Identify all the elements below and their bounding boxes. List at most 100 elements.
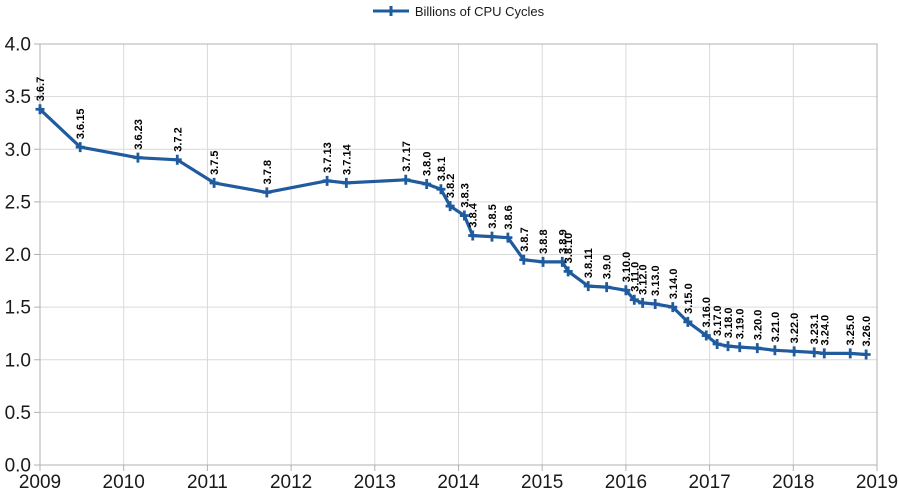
legend-label: Billions of CPU Cycles [414,3,545,19]
data-point-marker [819,348,829,359]
data-point-marker [459,210,469,221]
data-point-label: 3.17.0 [712,305,724,336]
data-point-label: 3.16.0 [701,297,713,328]
y-tick-label: 0.0 [5,456,31,477]
data-point-marker [638,297,648,308]
data-point-label: 3.20.0 [752,310,764,341]
data-point-label: 3.8.8 [538,229,550,253]
data-point-marker [650,298,660,309]
data-point-label: 3.19.0 [735,309,747,340]
data-point-marker [487,231,497,242]
data-point-marker [712,338,722,349]
data-point-marker [789,346,799,357]
data-point-label: 3.7.17 [401,141,413,172]
data-point-label: 3.8.10 [563,233,575,264]
data-point-label: 3.21.0 [770,312,782,343]
data-point-marker [770,345,780,356]
data-point-label: 3.6.7 [35,77,47,101]
data-point-label: 3.23.1 [809,314,821,345]
data-point-label: 3.12.0 [638,264,650,295]
data-point-marker [861,349,871,360]
data-point-label: 3.6.23 [133,119,145,150]
data-point-marker [35,104,45,115]
x-tick-label: 2013 [354,472,396,493]
data-point-label: 3.13.0 [650,265,662,296]
data-point-marker [436,184,446,195]
x-tick-label: 2012 [270,472,312,493]
data-point-label: 3.8.5 [487,204,499,228]
data-point-label: 3.10.0 [621,252,633,283]
data-point-marker [621,285,631,296]
y-tick-label: 1.0 [5,350,31,371]
data-point-label: 3.11.0 [629,262,641,292]
data-point-marker [723,341,733,352]
data-point-label: 3.8.7 [519,227,531,251]
data-point-label: 3.15.0 [683,283,695,314]
x-tick-label: 2016 [605,472,647,493]
data-point-marker [262,187,272,198]
data-point-label: 3.25.0 [845,315,857,346]
y-tick-label: 0.5 [5,403,31,424]
x-tick-label: 2017 [688,472,730,493]
data-point-label: 3.14.0 [668,269,680,300]
data-point-label: 3.24.0 [819,315,831,346]
data-point-marker [401,174,411,185]
data-point-marker [701,330,711,341]
data-point-marker [583,281,593,292]
x-tick-label: 2010 [103,472,145,493]
data-point-label: 3.22.0 [789,313,801,344]
data-point-marker [752,343,762,354]
data-point-marker [809,347,819,358]
data-point-marker [735,342,745,353]
legend-line-plus-icon [372,6,409,16]
x-tick-label: 2018 [772,472,814,493]
x-tick-label: 2009 [19,472,61,493]
data-point-marker [538,256,548,267]
data-point-marker [668,302,678,313]
data-point-label: 3.7.5 [209,150,221,174]
x-tick-label: 2015 [521,472,563,493]
chart-legend: Billions of CPU Cycles [40,3,877,19]
x-tick-label: 2011 [187,472,228,493]
data-point-marker [209,177,219,188]
data-point-marker [445,201,455,212]
data-point-marker [557,256,567,267]
y-tick-label: 1.5 [5,298,31,319]
data-point-label: 3.7.13 [322,142,334,173]
data-point-label: 3.8.1 [436,157,448,181]
y-tick-label: 2.5 [5,192,31,213]
data-point-marker [133,152,143,163]
data-point-label: 3.26.0 [861,316,873,347]
data-point-marker [341,177,351,188]
data-point-marker [75,142,85,153]
data-point-label: 3.8.11 [583,248,595,278]
data-point-label: 3.9.0 [602,255,614,279]
data-point-label: 3.18.0 [723,307,735,338]
data-point-marker [683,316,693,327]
y-tick-label: 4.0 [5,35,31,56]
data-point-marker [845,348,855,359]
data-point-marker [468,230,478,241]
data-point-marker [563,266,573,277]
data-point-marker [422,178,432,189]
data-point-label: 3.8.0 [422,152,434,176]
data-point-label: 3.6.15 [75,109,87,140]
x-tick-label: 2019 [856,472,898,493]
data-point-label: 3.8.2 [445,174,457,198]
y-tick-label: 3.5 [5,87,31,108]
data-point-marker [629,294,639,305]
data-point-label: 3.8.3 [459,183,471,207]
data-point-label: 3.8.6 [503,205,515,229]
data-point-label: 3.8.4 [468,202,480,227]
data-point-marker [503,232,513,243]
x-tick-label: 2014 [437,472,480,493]
data-point-label: 3.8.9 [557,229,569,253]
y-tick-label: 2.0 [5,245,31,266]
data-point-label: 3.7.8 [262,160,274,184]
data-point-marker [172,154,182,165]
y-tick-label: 3.0 [5,140,31,161]
data-point-marker [322,175,332,186]
data-point-label: 3.7.2 [172,127,184,151]
